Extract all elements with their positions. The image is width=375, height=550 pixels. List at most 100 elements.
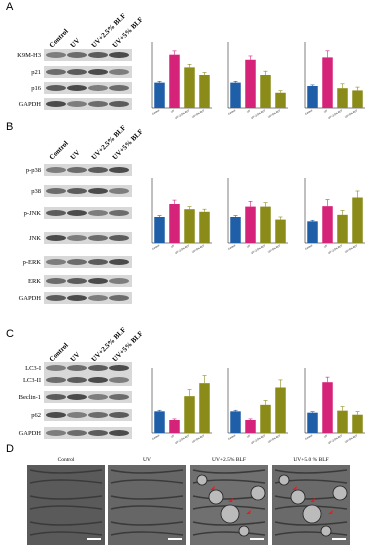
x-tick-label: UV+5% BLF: [345, 109, 359, 119]
protein-label: JNK: [29, 235, 41, 242]
x-tick-label: Control: [228, 109, 237, 116]
protein-label: LC3-I: [25, 365, 41, 372]
blot-band: [88, 188, 108, 194]
bar: [154, 217, 165, 243]
blot-band: [109, 85, 129, 91]
panel-letter: B: [6, 121, 13, 133]
x-tick-label: UV: [170, 434, 175, 439]
blot-band: [109, 278, 129, 284]
blot-band: [88, 52, 108, 58]
bar: [275, 387, 286, 433]
x-tick-label: Control: [152, 434, 161, 441]
blot-band: [109, 430, 129, 436]
x-tick-label: UV+2.5% BLF: [175, 244, 191, 255]
micrograph-caption: UV: [143, 457, 151, 463]
blot-band: [109, 394, 129, 400]
protein-label: p16: [31, 85, 42, 92]
blot-band: [46, 101, 66, 107]
x-tick-label: UV: [323, 109, 328, 114]
blot-band: [46, 278, 66, 284]
scale-bar: [87, 538, 101, 540]
protein-label: p-p38: [26, 167, 41, 174]
texture: [274, 531, 348, 536]
blot-band: [46, 69, 66, 75]
blot-band: [46, 412, 66, 418]
arrow: [210, 486, 215, 490]
protein-label: GAPDH: [19, 101, 42, 108]
lane-label: UV: [69, 37, 82, 50]
bar: [230, 82, 241, 108]
texture: [192, 505, 266, 510]
vacuole: [220, 504, 240, 524]
vacuole: [320, 525, 332, 537]
blot-band: [67, 101, 87, 107]
x-tick-label: Control: [305, 244, 314, 251]
bar: [322, 206, 333, 243]
texture: [29, 521, 103, 526]
blot-band: [88, 101, 108, 107]
vacuole: [302, 504, 322, 524]
vacuole: [290, 489, 306, 505]
arrow: [310, 498, 315, 502]
blot-band: [46, 167, 66, 173]
blot-band: [109, 167, 129, 173]
blot-band: [46, 235, 66, 241]
scale-bar: [332, 538, 346, 540]
texture: [110, 479, 184, 484]
x-tick-label: Control: [228, 434, 237, 441]
vacuole: [250, 485, 266, 501]
blot-band: [109, 365, 129, 371]
bar: [245, 206, 256, 243]
bar: [307, 221, 318, 243]
texture: [110, 505, 184, 510]
blot-band: [88, 377, 108, 383]
blot-band: [67, 430, 87, 436]
x-tick-label: UV: [323, 244, 328, 249]
blot-band: [88, 85, 108, 91]
micrograph-caption: Control: [58, 457, 75, 463]
arrow: [328, 510, 333, 514]
texture: [274, 469, 348, 474]
texture: [110, 495, 184, 500]
blot-band: [46, 394, 66, 400]
bar: [352, 197, 363, 243]
x-tick-label: UV+5% BLF: [192, 244, 206, 254]
x-tick-label: Control: [305, 434, 314, 441]
bar: [322, 57, 333, 108]
x-tick-label: Control: [228, 244, 237, 251]
x-tick-label: UV: [246, 434, 251, 439]
blot-band: [109, 412, 129, 418]
blot-band: [67, 278, 87, 284]
x-tick-label: UV: [323, 434, 328, 439]
micrograph-caption: UV+5.0 % BLF: [293, 457, 328, 463]
arrow: [292, 486, 297, 490]
texture: [274, 521, 348, 526]
blot-band: [67, 69, 87, 75]
blot-band: [67, 365, 87, 371]
protein-label: p21: [31, 69, 41, 76]
texture: [29, 531, 103, 536]
x-tick-label: UV+5% BLF: [345, 244, 359, 254]
blot-band: [88, 210, 108, 216]
arrow: [246, 510, 251, 514]
bar: [184, 396, 195, 433]
blot-band: [109, 188, 129, 194]
blot-band: [109, 377, 129, 383]
bar: [169, 204, 180, 243]
bar: [154, 82, 165, 108]
texture: [29, 469, 103, 474]
x-tick-label: UV+2.5% BLF: [251, 109, 267, 120]
blot-band: [46, 210, 66, 216]
bar: [169, 420, 180, 433]
protein-label: p62: [31, 412, 41, 419]
blot-band: [46, 365, 66, 371]
lane-label: UV: [69, 149, 82, 162]
x-tick-label: UV: [246, 109, 251, 114]
x-tick-label: UV+5% BLF: [268, 109, 282, 119]
lane-label: Control: [48, 27, 70, 49]
arrow: [228, 498, 233, 502]
blot-band: [67, 188, 87, 194]
x-tick-label: UV+5% BLF: [192, 109, 206, 119]
blot-band: [88, 394, 108, 400]
